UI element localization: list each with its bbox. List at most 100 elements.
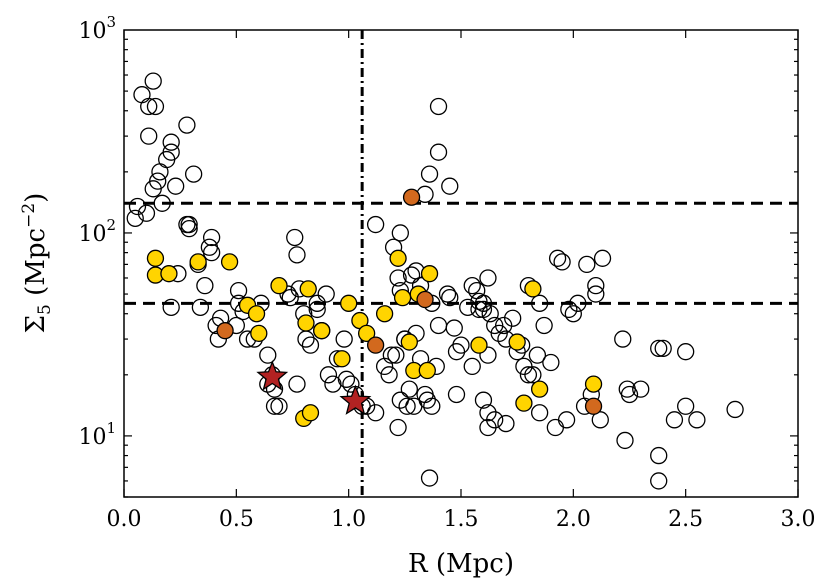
open-circle-point <box>398 397 416 415</box>
open-circle-point <box>441 288 459 307</box>
open-circle-point <box>319 366 338 384</box>
open-circle-point <box>178 116 196 134</box>
open-circle-point <box>140 127 158 145</box>
yellow-point <box>189 253 207 271</box>
open-circle-point <box>519 366 538 384</box>
open-circle-point <box>650 446 668 465</box>
open-circle-point <box>445 319 463 337</box>
yellow-point <box>584 375 603 393</box>
open-circle-point <box>495 316 513 335</box>
yellow-point <box>418 361 436 380</box>
yellow-point <box>313 322 331 340</box>
yellow-point <box>270 276 288 295</box>
open-circle-point <box>650 339 668 358</box>
open-circle-point <box>452 336 470 354</box>
open-circle-point <box>557 411 576 429</box>
open-circle-point <box>420 165 439 183</box>
open-circle-point <box>153 194 171 212</box>
open-circle-point <box>593 249 612 267</box>
x-tick-label: 1.5 <box>444 507 479 532</box>
x-tick-label: 3.0 <box>781 507 816 532</box>
open-circle-point <box>137 204 156 222</box>
x-tick-label: 0.0 <box>107 507 142 532</box>
orange-point <box>416 290 434 309</box>
yellow-point <box>524 280 542 298</box>
yellow-point <box>247 305 266 323</box>
yellow-point <box>340 294 358 312</box>
open-circle-point <box>654 339 672 358</box>
y-axis-label-superscript: −2 <box>19 203 39 228</box>
yellow-point <box>375 305 394 323</box>
open-circle-point <box>418 391 436 409</box>
open-circle-point <box>202 243 221 262</box>
open-circle-point <box>337 370 356 388</box>
open-circle-point <box>553 253 571 271</box>
yellow-point <box>333 350 351 368</box>
open-circle-point <box>286 228 304 247</box>
open-circle-point <box>270 397 288 415</box>
open-circle-point <box>420 469 439 487</box>
x-tick-label: 2.0 <box>556 507 591 532</box>
y-tick-label: 102 <box>78 216 116 247</box>
open-circle-point <box>688 411 706 429</box>
yellow-point <box>400 333 418 351</box>
open-circle-point <box>616 431 634 450</box>
open-circle-point <box>530 294 549 312</box>
open-circle-point <box>665 411 684 429</box>
y-axis-label: Σ5 (Mpc−2) <box>19 193 55 334</box>
open-circle-point <box>389 269 407 287</box>
open-circle-point <box>366 404 385 422</box>
star-point <box>339 384 372 415</box>
open-circle-point <box>167 177 185 195</box>
open-circle-point <box>288 375 306 393</box>
open-circle-point <box>202 228 221 247</box>
open-circle-point <box>587 285 605 303</box>
open-circle-point <box>146 97 165 116</box>
open-circle-point <box>308 294 326 312</box>
open-circle-point <box>564 305 582 323</box>
open-circle-point <box>474 300 493 319</box>
open-circle-point <box>578 255 596 274</box>
open-circle-point <box>402 266 421 284</box>
open-circle-point <box>441 177 459 195</box>
open-circle-point <box>162 143 180 161</box>
open-circle-point <box>144 72 162 90</box>
reference-lines <box>124 30 798 497</box>
yellow-point <box>220 253 239 271</box>
y-axis-label-subscript: 5 <box>35 304 55 315</box>
open-circle-point <box>400 380 418 398</box>
open-circle-point <box>391 224 409 242</box>
open-circle-point <box>229 281 248 300</box>
open-circle-point <box>380 366 398 384</box>
open-circle-point <box>632 380 650 398</box>
open-circle-point <box>479 404 497 422</box>
yellow-point <box>146 249 165 267</box>
open-circle-point <box>324 375 342 393</box>
open-circle-point <box>317 285 335 303</box>
x-tick-label: 0.5 <box>219 507 254 532</box>
open-circle-point <box>335 330 353 348</box>
open-circle-point <box>677 397 695 415</box>
open-circle-point <box>162 298 180 316</box>
open-circle-point <box>140 97 158 116</box>
orange-point <box>366 336 385 354</box>
yellow-point <box>508 333 526 351</box>
open-circle-point <box>162 133 180 151</box>
open-circle-point <box>423 397 441 415</box>
open-circle-point <box>178 215 196 234</box>
open-circle-point <box>569 294 587 312</box>
open-circle-point <box>429 143 448 161</box>
open-circle-point <box>677 343 695 361</box>
open-circle-point <box>560 300 578 319</box>
open-circle-point <box>389 418 407 437</box>
x-axis-label: R (Mpc) <box>408 549 514 579</box>
open-circle-point <box>144 180 162 198</box>
open-circle-point <box>366 215 385 234</box>
open-circle-point <box>591 411 609 429</box>
yellow-point <box>393 288 412 307</box>
open-circle-point <box>528 346 547 364</box>
open-circle-point <box>474 391 493 409</box>
x-tick-label: 1.0 <box>331 507 366 532</box>
open-circle-point <box>265 397 284 415</box>
yellow-point <box>389 249 407 267</box>
